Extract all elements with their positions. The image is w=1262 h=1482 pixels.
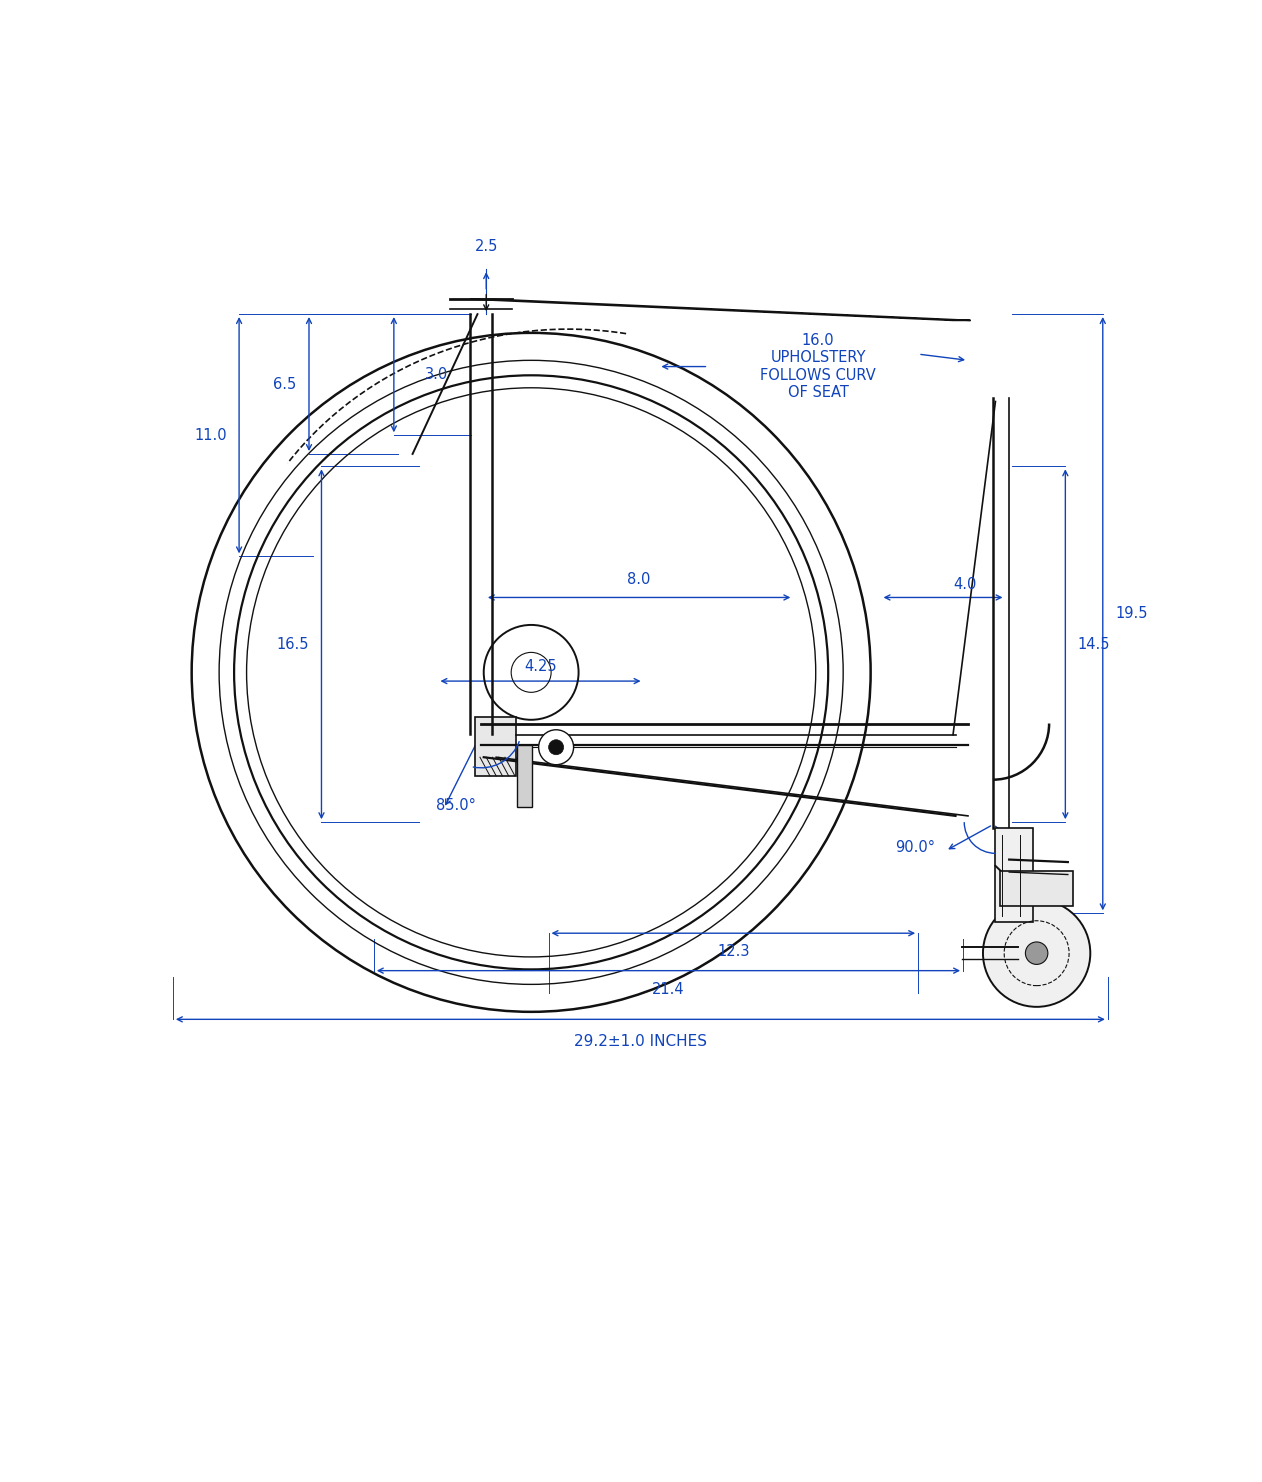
Bar [517, 745, 533, 808]
Text: 29.2±1.0 INCHES: 29.2±1.0 INCHES [574, 1034, 707, 1049]
Text: 11.0: 11.0 [194, 428, 227, 443]
Polygon shape [469, 299, 970, 320]
Bar [1001, 871, 1073, 906]
Text: 14.5: 14.5 [1078, 637, 1111, 652]
Circle shape [1026, 943, 1047, 965]
Bar [996, 828, 1032, 922]
Circle shape [983, 900, 1090, 1006]
Text: 21.4: 21.4 [652, 983, 685, 997]
Text: 3.0: 3.0 [425, 368, 448, 382]
Circle shape [549, 740, 564, 754]
Text: 8.0: 8.0 [627, 572, 651, 587]
Text: 19.5: 19.5 [1116, 606, 1147, 621]
Bar [475, 717, 516, 777]
Text: 6.5: 6.5 [274, 376, 297, 391]
Text: 16.5: 16.5 [276, 637, 309, 652]
Text: 2.5: 2.5 [475, 239, 498, 255]
Circle shape [539, 729, 574, 765]
Text: 85.0°: 85.0° [437, 799, 476, 814]
Text: 90.0°: 90.0° [896, 840, 935, 855]
Text: 16.0
UPHOLSTERY
FOLLOWS CURV
OF SEAT: 16.0 UPHOLSTERY FOLLOWS CURV OF SEAT [760, 333, 876, 400]
Text: 4.25: 4.25 [524, 658, 557, 674]
Text: 4.0: 4.0 [953, 578, 977, 593]
Text: 12.3: 12.3 [717, 944, 750, 959]
